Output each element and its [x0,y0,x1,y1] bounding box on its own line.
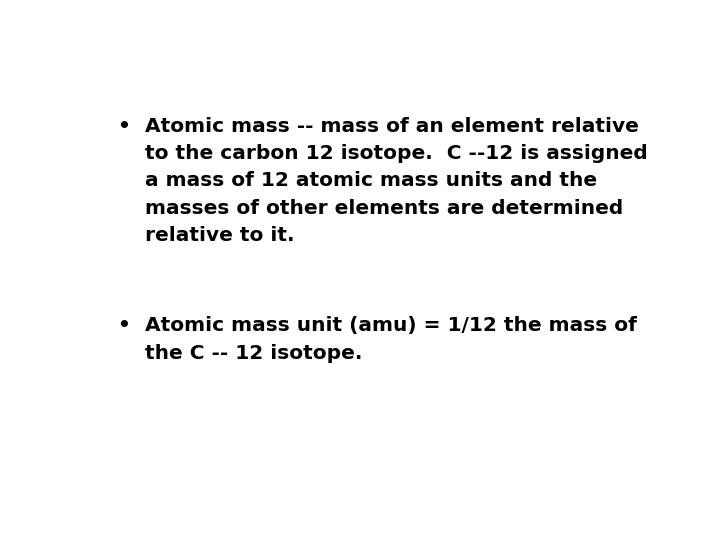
Text: •: • [117,117,130,136]
Text: Atomic mass -- mass of an element relative
to the carbon 12 isotope.  C --12 is : Atomic mass -- mass of an element relati… [145,117,647,245]
Text: Atomic mass unit (amu) = 1/12 the mass of
the C -- 12 isotope.: Atomic mass unit (amu) = 1/12 the mass o… [145,316,636,362]
Text: •: • [117,316,130,335]
